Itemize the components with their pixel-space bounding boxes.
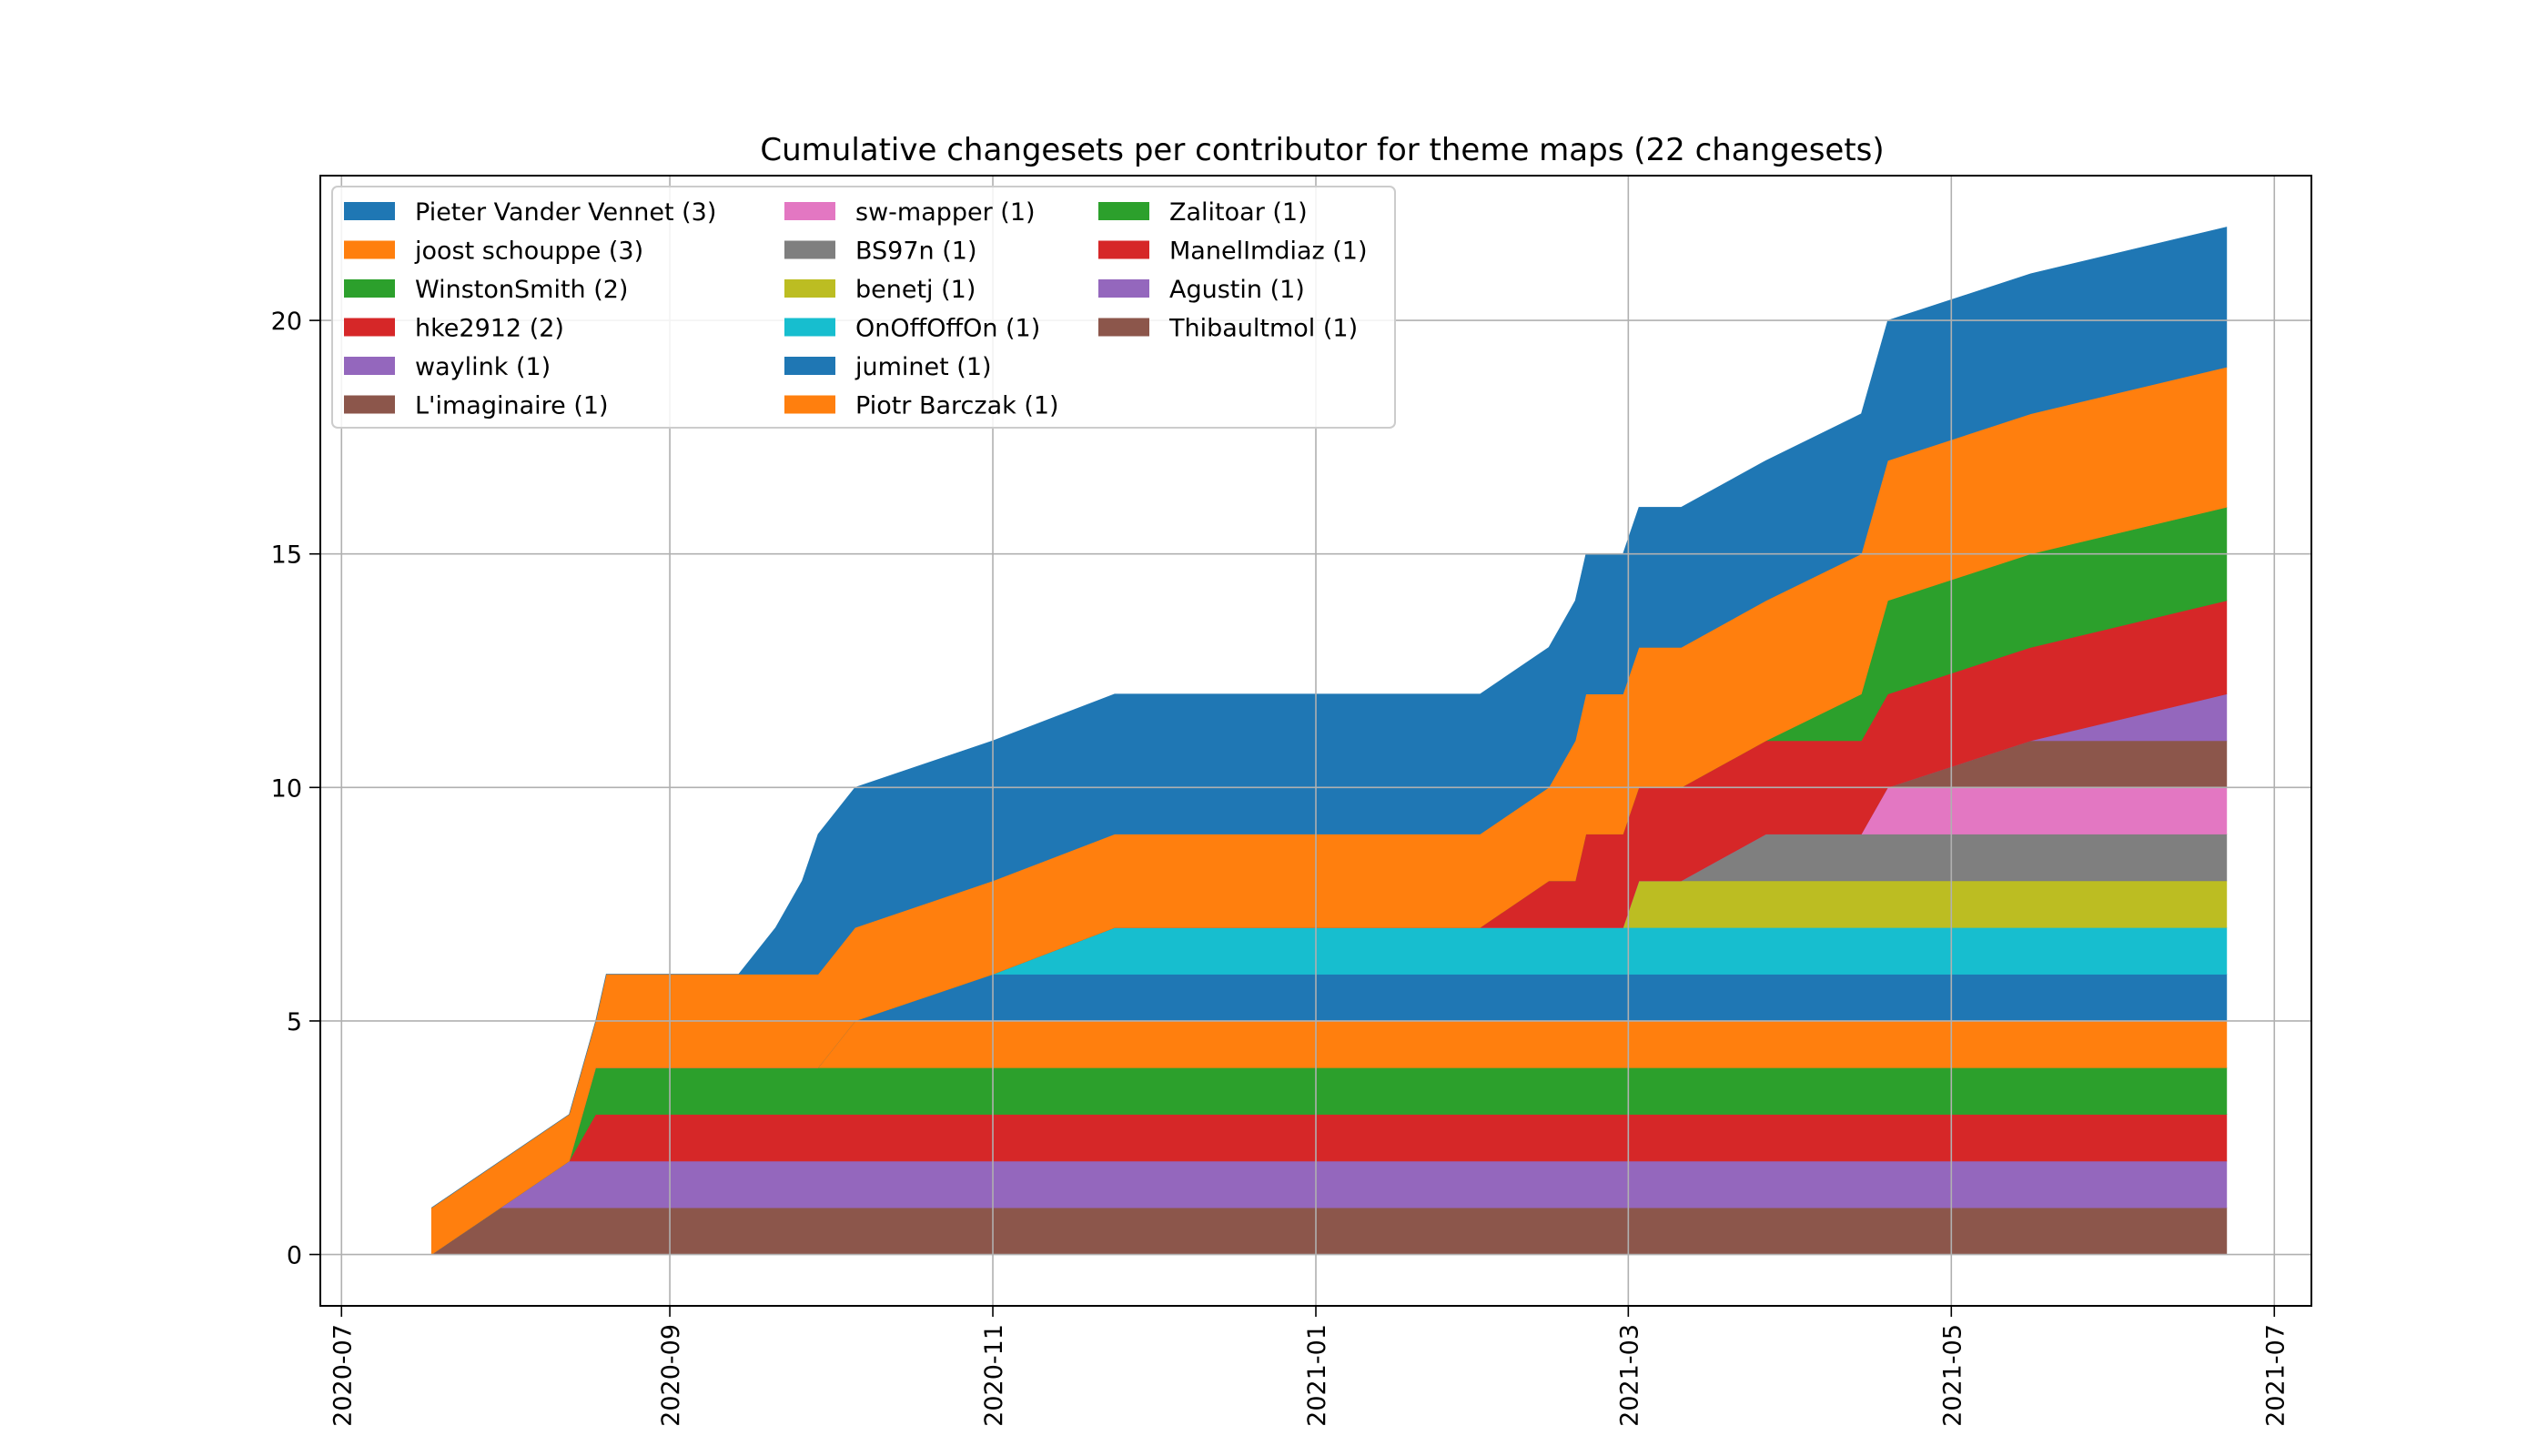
legend-swatch [344,202,395,220]
x-tick-label: 2020-07 [329,1324,357,1427]
legend-label: benetj (1) [855,276,976,304]
legend-swatch [784,279,835,298]
legend-swatch [784,357,835,375]
legend-swatch [344,240,395,259]
legend-label: Thibaultmol (1) [1168,315,1358,343]
legend-label: sw-mapper (1) [855,198,1036,227]
area-series-15 [431,227,2228,1208]
legend-label: ManelImdiaz (1) [1169,238,1368,266]
legend-swatch [784,202,835,220]
legend-swatch [784,395,835,414]
legend-swatch [344,318,395,337]
legend-label: Pieter Vander Vennet (3) [415,198,716,227]
y-tick-label: 5 [287,1008,302,1036]
legend-label: waylink (1) [415,353,551,381]
x-tick-label: 2021-05 [1938,1324,1967,1427]
x-tick-label: 2021-03 [1615,1324,1643,1427]
legend-label: Piotr Barczak (1) [855,392,1059,420]
legend-label: L'imaginaire (1) [415,392,609,420]
chart-title: Cumulative changesets per contributor fo… [760,132,1884,168]
area-series-0 [430,1207,2228,1255]
legend-swatch [1098,318,1149,337]
x-tick-label: 2020-11 [980,1324,1008,1427]
x-tick-label: 2021-07 [2261,1324,2290,1427]
y-tick-label: 20 [271,308,302,336]
x-tick-label: 2021-01 [1303,1324,1331,1427]
y-tick-label: 0 [287,1242,302,1270]
y-axis: 0 5 10 15 20 [271,308,320,1270]
legend-label: BS97n (1) [855,238,976,266]
legend-swatch [784,240,835,259]
y-tick-label: 15 [271,541,302,570]
legend-swatch [1098,240,1149,259]
legend: Pieter Vander Vennet (3) joost schouppe (… [331,186,1396,429]
legend-swatch [344,279,395,298]
legend-label: Zalitoar (1) [1169,198,1308,227]
legend-label: joost schouppe (3) [414,238,643,266]
y-tick-label: 10 [271,774,302,803]
legend-label: WinstonSmith (2) [415,276,628,304]
legend-swatch [784,318,835,337]
legend-label: OnOffOffOn (1) [855,315,1040,343]
legend-swatch [1098,202,1149,220]
x-tick-label: 2020-09 [657,1324,685,1427]
x-axis: 2020-07 2020-09 2020-11 2021-01 2021-03 2021-… [329,1306,2290,1427]
legend-swatch [1098,279,1149,298]
legend-label: Agustin (1) [1169,276,1305,304]
area-series-group [430,227,2228,1256]
legend-swatch [344,357,395,375]
legend-swatch [344,395,395,414]
legend-label: hke2912 (2) [415,315,564,343]
legend-label: juminet (1) [854,353,992,381]
